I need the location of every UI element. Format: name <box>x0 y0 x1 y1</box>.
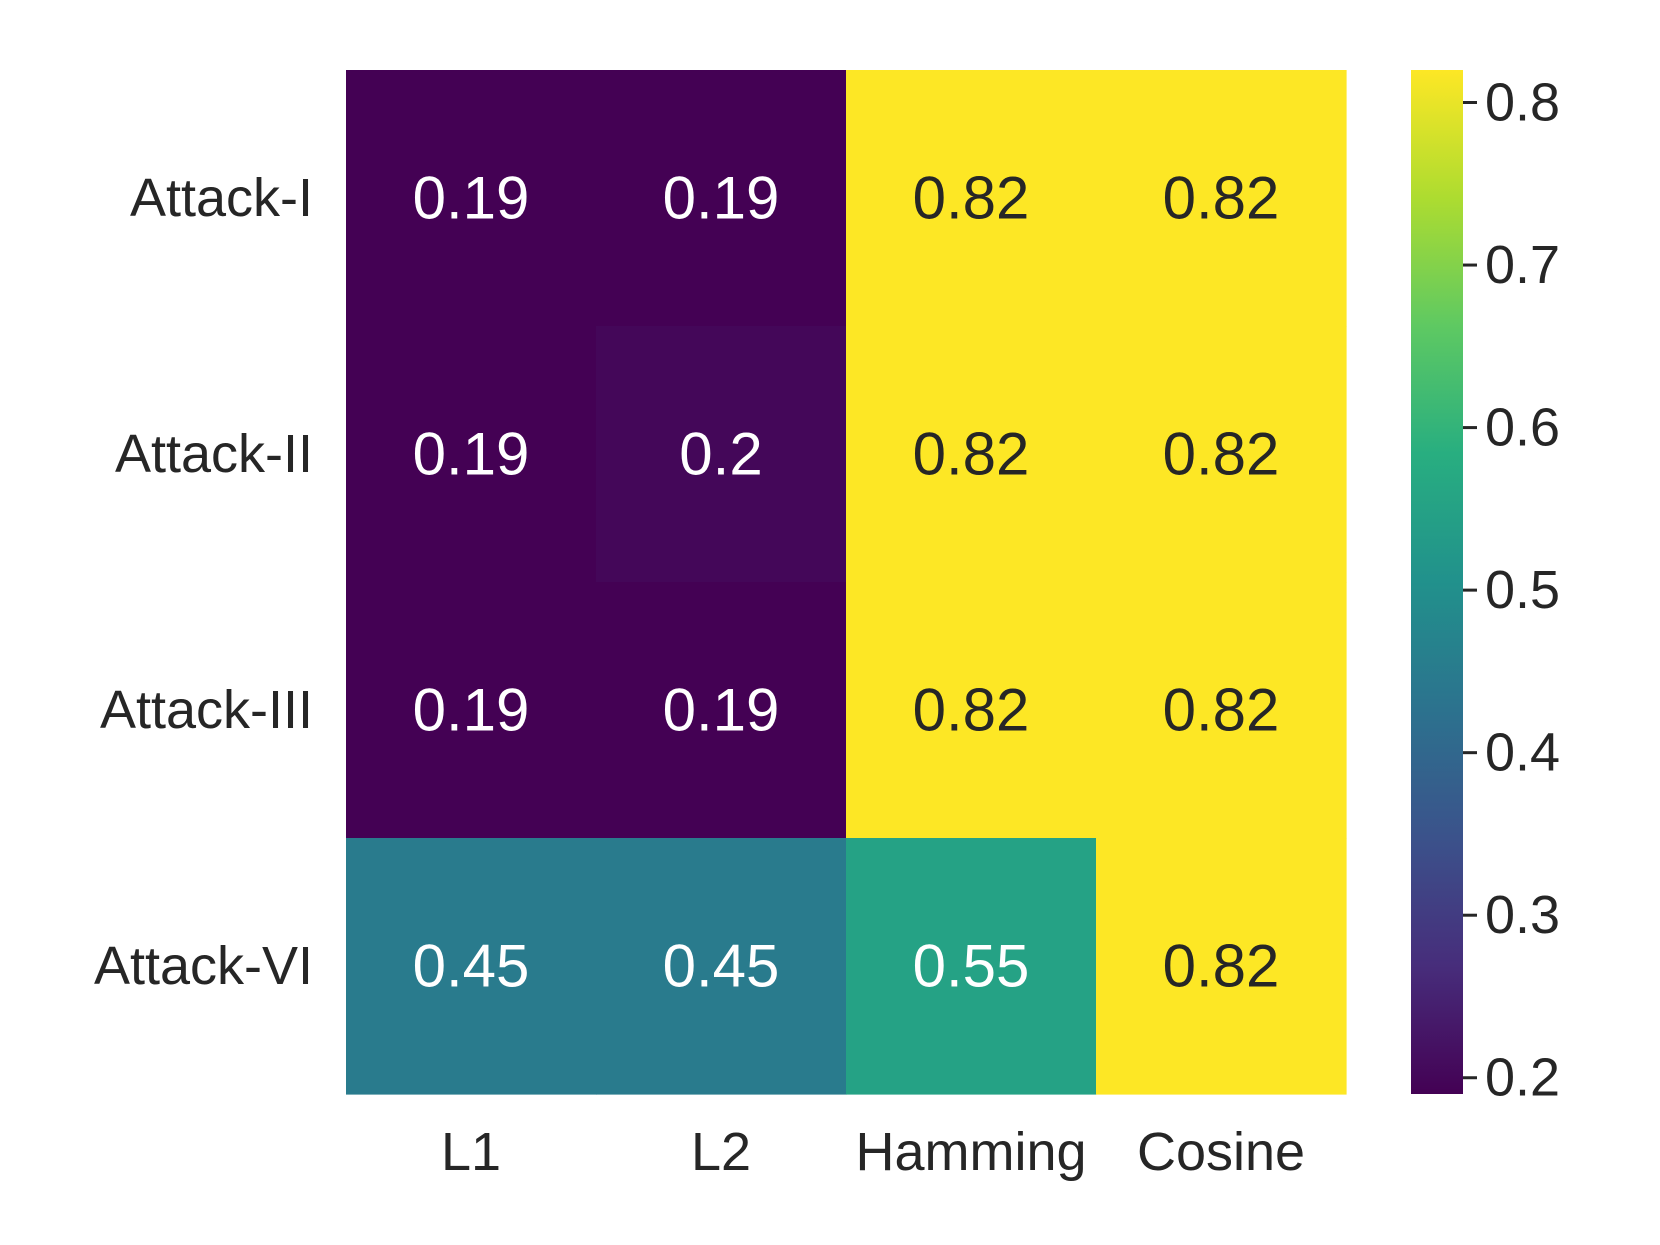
colorbar-tick-label: 0.2 <box>1485 1048 1560 1108</box>
row-label: Attack-II <box>115 424 313 484</box>
heatmap-cell <box>596 582 847 839</box>
colorbar-tick-label: 0.3 <box>1485 885 1560 945</box>
colorbar-gradient <box>1411 70 1463 1094</box>
cell-value-label: 0.82 <box>1163 165 1280 232</box>
row-label: Attack-I <box>130 168 313 228</box>
heatmap-cell <box>596 838 847 1095</box>
cell-value-label: 0.82 <box>913 421 1030 488</box>
cell-value-label: 0.82 <box>1163 677 1280 744</box>
cell-value-label: 0.19 <box>663 677 780 744</box>
heatmap-cell <box>346 582 597 839</box>
cell-value-label: 0.45 <box>413 933 530 1000</box>
cell-value-label: 0.82 <box>1163 933 1280 1000</box>
cell-value-label: 0.55 <box>913 933 1030 1000</box>
heatmap-cell <box>346 70 597 327</box>
column-label: L2 <box>691 1122 751 1182</box>
cell-value-label: 0.2 <box>679 421 762 488</box>
column-label: Hamming <box>855 1122 1086 1182</box>
cell-value-label: 0.45 <box>663 933 780 1000</box>
heatmap-cell <box>1096 838 1347 1095</box>
heatmap-cells: 0.19 0.19 0.82 0.82 0.19 0.2 0.82 0.82 0.19 0.19 0… <box>346 70 1347 1095</box>
column-label: L1 <box>441 1122 501 1182</box>
heatmap-cell <box>846 838 1097 1095</box>
heatmap-cell <box>346 838 597 1095</box>
colorbar: 0.2 0.3 0.4 0.5 0.6 0.7 0.8 <box>1411 70 1560 1108</box>
column-labels: L1 L2 Hamming Cosine <box>441 1122 1305 1182</box>
colorbar-tick-label: 0.8 <box>1485 73 1560 133</box>
row-label: Attack-VI <box>94 936 313 996</box>
heatmap-cell <box>1096 70 1347 327</box>
heatmap-cell <box>596 70 847 327</box>
heatmap-cell <box>846 70 1097 327</box>
heatmap-cell <box>1096 582 1347 839</box>
heatmap-cell <box>346 326 597 583</box>
heatmap-cell <box>596 326 847 583</box>
row-label: Attack-III <box>100 680 313 740</box>
cell-value-label: 0.19 <box>413 421 530 488</box>
cell-value-label: 0.19 <box>413 165 530 232</box>
cell-value-label: 0.82 <box>1163 421 1280 488</box>
colorbar-tick-label: 0.5 <box>1485 560 1560 620</box>
row-labels: Attack-I Attack-II Attack-III Attack-VI <box>94 168 313 996</box>
colorbar-tick-label: 0.4 <box>1485 723 1560 783</box>
cell-value-label: 0.82 <box>913 165 1030 232</box>
column-label: Cosine <box>1137 1122 1305 1182</box>
colorbar-tick-label: 0.6 <box>1485 398 1560 458</box>
cell-value-label: 0.19 <box>663 165 780 232</box>
cell-value-label: 0.19 <box>413 677 530 744</box>
heatmap-cell <box>846 582 1097 839</box>
colorbar-tick-label: 0.7 <box>1485 235 1560 295</box>
cell-value-label: 0.82 <box>913 677 1030 744</box>
heatmap-cell <box>846 326 1097 583</box>
heatmap-cell <box>1096 326 1347 583</box>
